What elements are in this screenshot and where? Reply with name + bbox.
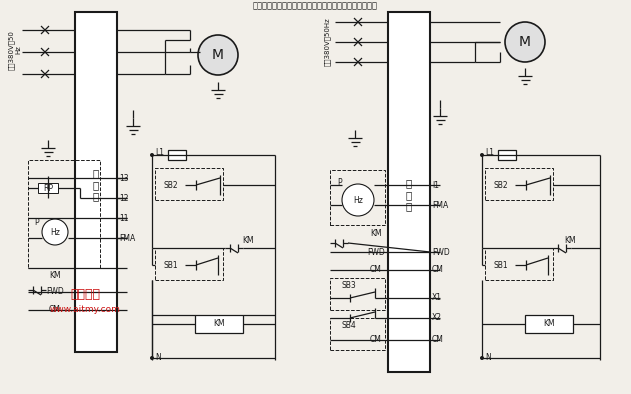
- Text: RP: RP: [43, 184, 53, 193]
- Bar: [75, 12, 117, 352]
- Text: SB2: SB2: [493, 180, 507, 190]
- Text: KM: KM: [564, 236, 576, 245]
- Text: KM: KM: [242, 236, 254, 245]
- Text: P: P: [338, 178, 342, 186]
- Bar: [330, 318, 385, 350]
- Circle shape: [150, 153, 154, 157]
- Text: CM: CM: [370, 336, 382, 344]
- Text: L1: L1: [155, 147, 164, 156]
- Text: P: P: [35, 217, 39, 227]
- Bar: [498, 150, 516, 160]
- Text: CM: CM: [49, 305, 61, 314]
- Text: 12: 12: [119, 193, 129, 203]
- Bar: [330, 170, 385, 225]
- Circle shape: [480, 153, 484, 157]
- Bar: [485, 168, 553, 200]
- Text: 礦物膠與精整設備與兩個電位器控制一個變頻器接線圖解: 礦物膠與精整設備與兩個電位器控制一個變頻器接線圖解: [252, 2, 377, 11]
- Text: 三相380V、50Hz: 三相380V、50Hz: [324, 18, 330, 66]
- Bar: [330, 278, 385, 310]
- Text: SB2: SB2: [163, 180, 177, 190]
- Circle shape: [480, 356, 484, 360]
- Text: KM: KM: [370, 229, 382, 238]
- Text: SB1: SB1: [163, 260, 177, 269]
- Text: CM: CM: [432, 336, 444, 344]
- Text: FMA: FMA: [432, 201, 448, 210]
- Bar: [388, 12, 430, 372]
- Text: 变
频
器: 变 频 器: [93, 168, 99, 202]
- Text: N: N: [155, 353, 161, 362]
- Text: SB3: SB3: [342, 281, 357, 290]
- Bar: [28, 160, 100, 268]
- Text: www.aitmy.com: www.aitmy.com: [50, 305, 121, 314]
- Circle shape: [42, 219, 68, 245]
- Circle shape: [150, 356, 154, 360]
- Text: CM: CM: [432, 266, 444, 275]
- Text: M: M: [519, 35, 531, 49]
- Bar: [485, 248, 553, 280]
- Text: KM: KM: [49, 271, 61, 279]
- Text: 11: 11: [119, 214, 129, 223]
- Text: FWD: FWD: [367, 247, 385, 256]
- Text: N: N: [485, 353, 491, 362]
- Text: 艾特贸易: 艾特贸易: [70, 288, 100, 301]
- Circle shape: [505, 22, 545, 62]
- Text: CM: CM: [370, 266, 382, 275]
- Text: Hz: Hz: [353, 195, 363, 204]
- Circle shape: [198, 35, 238, 75]
- Bar: [195, 315, 243, 333]
- Bar: [155, 248, 223, 280]
- Text: Hz: Hz: [50, 227, 60, 236]
- Text: SB1: SB1: [493, 260, 507, 269]
- Bar: [38, 183, 58, 193]
- Text: KM: KM: [543, 320, 555, 329]
- Text: L1: L1: [485, 147, 494, 156]
- Text: FWD: FWD: [432, 247, 450, 256]
- Bar: [155, 168, 223, 200]
- Bar: [525, 315, 573, 333]
- Text: I1: I1: [432, 180, 439, 190]
- Text: X1: X1: [432, 294, 442, 303]
- Text: 13: 13: [119, 173, 129, 182]
- Text: 变
频
器: 变 频 器: [406, 178, 412, 212]
- Text: KM: KM: [213, 320, 225, 329]
- Text: M: M: [212, 48, 224, 62]
- Text: X2: X2: [432, 314, 442, 323]
- Circle shape: [342, 184, 374, 216]
- Text: 三相380V、50
Hz: 三相380V、50 Hz: [8, 30, 22, 70]
- Text: FWD: FWD: [46, 288, 64, 297]
- Bar: [168, 150, 186, 160]
- Text: SB4: SB4: [342, 320, 357, 329]
- Text: FMA: FMA: [119, 234, 135, 242]
